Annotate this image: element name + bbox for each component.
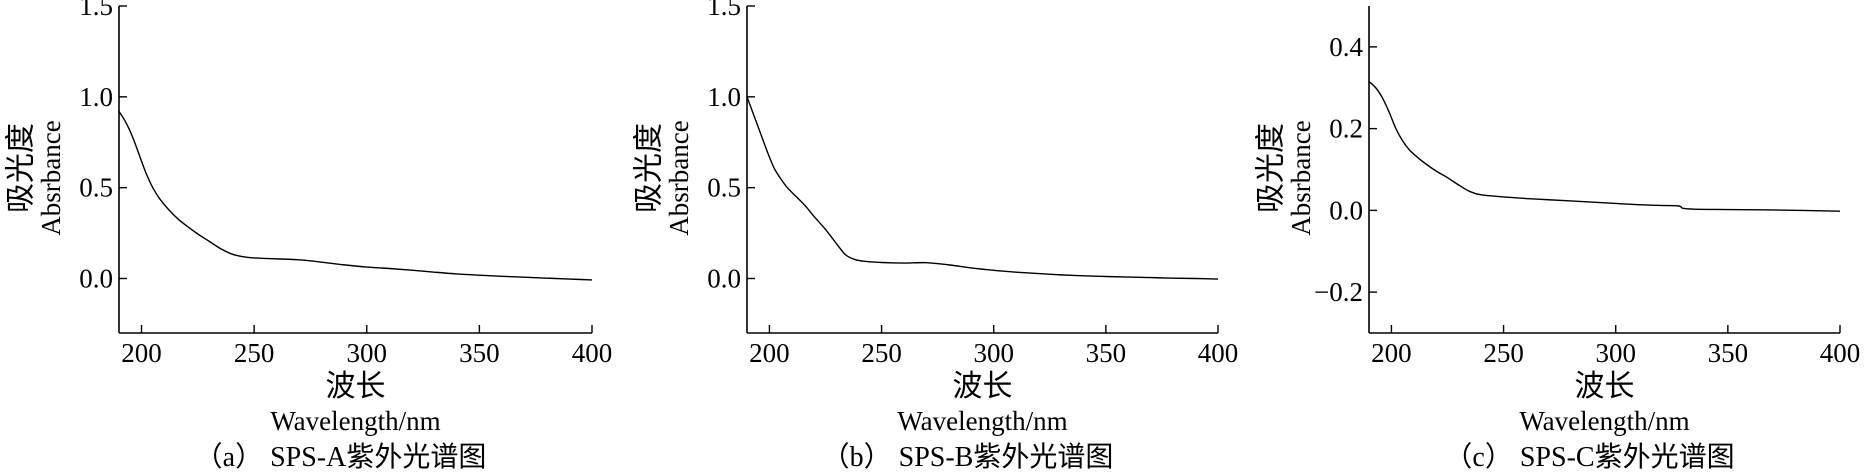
x-tick-label: 300 <box>1595 338 1636 368</box>
y-tick-label: 0.5 <box>707 173 741 203</box>
chart-panel-c: −0.2 0.0 0.2 0.4 200 250 300 350 400 波长Wavelength… <box>1255 6 1861 473</box>
chart-panel-a: 0.0 0.5 1.0 1.5 200 250 300 350 400 波长Wavelength/… <box>5 0 613 473</box>
x-tick-label: 200 <box>749 338 790 368</box>
panel-caption-b: （b） SPS-B紫外光谱图 <box>822 441 1114 473</box>
spectrum-line <box>1368 81 1841 212</box>
spectrum-line <box>746 96 1219 280</box>
x-tick-label: 300 <box>347 338 388 368</box>
x-tick-label: 250 <box>234 338 275 368</box>
chart-panel-b: 0.0 0.5 1.0 1.5 200 250 300 350 400 波长Wavelength/… <box>633 0 1239 473</box>
x-tick-label: 400 <box>1820 338 1861 368</box>
x-axis-label-cn: 波长 <box>1575 370 1635 403</box>
panel-caption-c: （c） SPS-C紫外光谱图 <box>1444 441 1734 473</box>
x-tick-label: 350 <box>1086 338 1127 368</box>
y-axis-label-en: Absrbance <box>1286 120 1316 235</box>
y-tick-label: 1.5 <box>707 0 741 21</box>
x-tick-label: 350 <box>1708 338 1749 368</box>
y-axis-label-cn: 吸光度 <box>1255 123 1288 213</box>
y-tick-label: 0.0 <box>79 264 113 294</box>
x-tick-label: 250 <box>861 338 902 368</box>
y-tick-label: 1.0 <box>707 82 741 112</box>
x-tick-label: 400 <box>572 338 613 368</box>
y-tick-label: 0.2 <box>1329 114 1363 144</box>
y-tick-label: −0.2 <box>1314 277 1363 307</box>
x-axis-label-cn: 波长 <box>953 370 1013 403</box>
y-axis-label-cn: 吸光度 <box>633 123 666 213</box>
y-tick-label: 0.4 <box>1329 32 1363 62</box>
x-tick-label: 300 <box>973 338 1014 368</box>
y-tick-label: 0.0 <box>1329 195 1363 225</box>
panel-caption-a: （a） SPS-A紫外光谱图 <box>195 441 487 473</box>
y-axis-label-en: Absrbance <box>36 120 66 235</box>
x-axis-label-en: Wavelength/nm <box>1519 406 1689 436</box>
x-tick-label: 200 <box>1371 338 1412 368</box>
x-axis-label-en: Wavelength/nm <box>270 406 440 436</box>
y-axis-label-cn: 吸光度 <box>5 123 38 213</box>
y-tick-label: 1.5 <box>79 0 113 21</box>
x-tick-label: 350 <box>459 338 500 368</box>
y-tick-label: 0.0 <box>707 264 741 294</box>
y-tick-label: 0.5 <box>79 173 113 203</box>
x-tick-label: 250 <box>1483 338 1524 368</box>
y-tick-label: 1.0 <box>79 82 113 112</box>
x-tick-label: 400 <box>1198 338 1239 368</box>
x-axis-label-cn: 波长 <box>326 370 386 403</box>
x-axis-label-en: Wavelength/nm <box>897 406 1067 436</box>
x-tick-label: 200 <box>121 338 162 368</box>
y-axis-label-en: Absrbance <box>664 120 694 235</box>
spectrum-line <box>118 110 593 281</box>
